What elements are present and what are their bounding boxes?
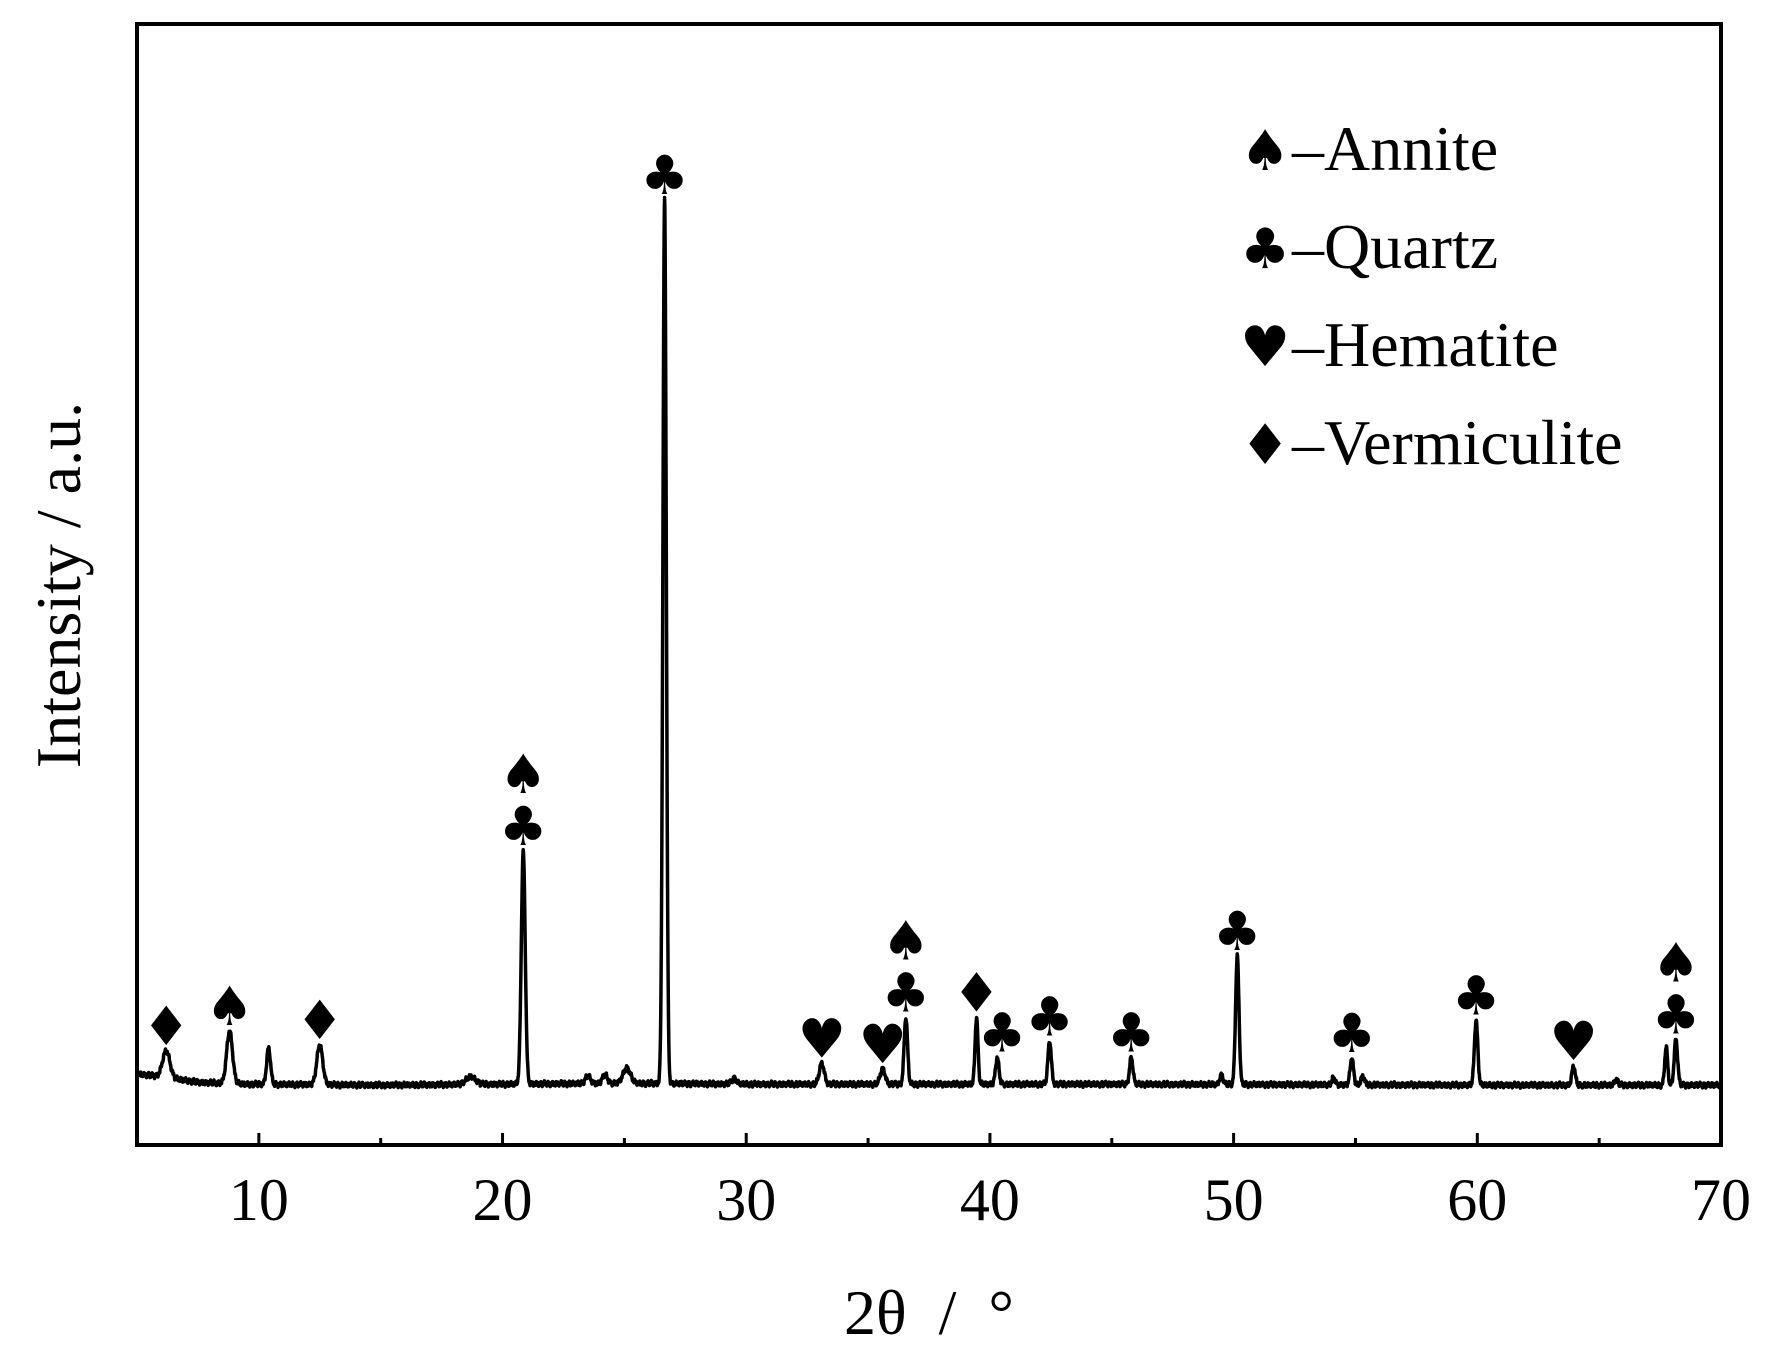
x-tick-labels: 10 20 30 40 50 60 70 [229, 1167, 1751, 1233]
hematite-marker: ♥ [858, 1013, 906, 1076]
club-icon: ♣ [1240, 217, 1290, 282]
x-tick-label: 20 [473, 1167, 533, 1233]
quartz-marker: ♣ [1328, 1002, 1376, 1065]
vermiculite-marker: ♦ [952, 962, 1000, 1025]
x-tick-label: 70 [1691, 1167, 1751, 1233]
x-axis-label: 2θ / ° [844, 1277, 1014, 1348]
legend-label: –Vermiculite [1291, 407, 1623, 478]
x-tick-label: 30 [716, 1167, 776, 1233]
x-ticks [257, 1133, 1723, 1145]
quartz-marker: ♣ [499, 795, 547, 858]
legend-label: –Annite [1291, 113, 1498, 184]
quartz-marker: ♣ [1452, 964, 1500, 1027]
quartz-marker: ♣ [1652, 984, 1700, 1047]
quartz-marker: ♣ [1107, 1002, 1155, 1065]
hematite-marker: ♥ [798, 1007, 846, 1070]
annite-marker: ♠ [205, 975, 253, 1038]
x-tick-label: 50 [1204, 1167, 1264, 1233]
quartz-marker: ♣ [882, 962, 930, 1025]
vermiculite-marker: ♦ [142, 995, 190, 1058]
quartz-marker: ♣ [1213, 900, 1261, 963]
x-tick-label: 60 [1447, 1167, 1507, 1233]
vermiculite-marker: ♦ [296, 989, 344, 1052]
xrd-pattern-line [135, 195, 1723, 1090]
legend-label: –Hematite [1291, 309, 1559, 380]
quartz-marker: ♣ [978, 1002, 1026, 1065]
annite-marker: ♠ [499, 743, 547, 806]
x-tick-label: 40 [960, 1167, 1020, 1233]
annite-marker: ♠ [882, 910, 930, 973]
heart-icon: ♥ [1240, 315, 1290, 380]
peak-markers: ♦ ♠ ♦♣♠♣♥ ♥♣♠♦♣ ♣ ♣♣♣♣♥ ♣♠ [142, 144, 1700, 1076]
diamond-icon: ♦ [1240, 413, 1290, 478]
quartz-marker: ♣ [1025, 985, 1073, 1048]
spade-icon: ♠ [1240, 119, 1290, 184]
quartz-marker: ♣ [640, 144, 688, 207]
legend-label: –Quartz [1291, 211, 1498, 282]
annite-marker: ♠ [1652, 932, 1700, 995]
legend: ♠ –Annite♣ –Quartz♥ –Hematite♦ –Vermiculite [1240, 113, 1623, 478]
hematite-marker: ♥ [1549, 1010, 1597, 1073]
x-tick-label: 10 [229, 1167, 289, 1233]
plot-frame [135, 22, 1723, 1147]
y-axis-label: Intensity / a.u. [23, 402, 94, 768]
